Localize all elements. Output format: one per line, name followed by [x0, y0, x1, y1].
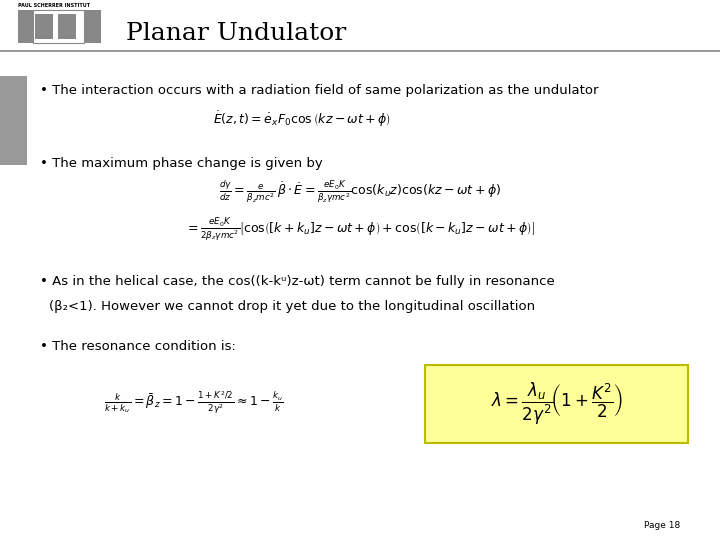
Bar: [0, 76, 27, 165]
Text: PAUL SCHERRER INSTITUT: PAUL SCHERRER INSTITUT: [18, 3, 90, 8]
Text: • The interaction occurs with a radiation field of same polarization as the undu: • The interaction occurs with a radiatio…: [40, 84, 598, 97]
Text: • The maximum phase change is given by: • The maximum phase change is given by: [40, 157, 323, 170]
Text: $\frac{k}{k+k_u} = \bar{\beta}_z = 1 - \frac{1+K^2/2}{2\gamma^2} \approx 1 - \fr: $\frac{k}{k+k_u} = \bar{\beta}_z = 1 - \…: [104, 389, 284, 416]
Text: • The resonance condition is:: • The resonance condition is:: [40, 340, 235, 353]
Text: Page 18: Page 18: [644, 521, 680, 530]
Bar: [35, 14, 53, 39]
Text: $\lambda = \dfrac{\lambda_u}{2\gamma^2}\!\left(1+\dfrac{K^2}{2}\right)$: $\lambda = \dfrac{\lambda_u}{2\gamma^2}\…: [490, 381, 623, 427]
Text: • As in the helical case, the cos((k-kᵘ)z-ωt) term cannot be fully in resonance: • As in the helical case, the cos((k-kᵘ)…: [40, 275, 554, 288]
Text: (β₂<1). However we cannot drop it yet due to the longitudinal oscillation: (β₂<1). However we cannot drop it yet du…: [49, 300, 535, 313]
Text: $\frac{d\gamma}{dz} = \frac{e}{\beta_z mc^2}\,\dot{\beta}\cdot\dot{E} = \frac{eE: $\frac{d\gamma}{dz} = \frac{e}{\beta_z m…: [219, 178, 501, 205]
Text: $= \frac{eE_0 K}{2\beta_z\gamma mc^2}\left[\cos\!\left([k+k_u]z-\omega t+\phi\ri: $= \frac{eE_0 K}{2\beta_z\gamma mc^2}\le…: [185, 216, 535, 243]
Bar: [18, 10, 33, 43]
Text: Planar Undulator: Planar Undulator: [126, 22, 346, 45]
FancyBboxPatch shape: [425, 364, 688, 443]
Bar: [58, 14, 76, 39]
Bar: [84, 10, 101, 43]
Text: $\dot{E}(z,t) = \dot{e}_x F_0 \cos\left(kz - \omega t + \phi\right)$: $\dot{E}(z,t) = \dot{e}_x F_0 \cos\left(…: [213, 109, 392, 129]
Bar: [33, 10, 84, 43]
